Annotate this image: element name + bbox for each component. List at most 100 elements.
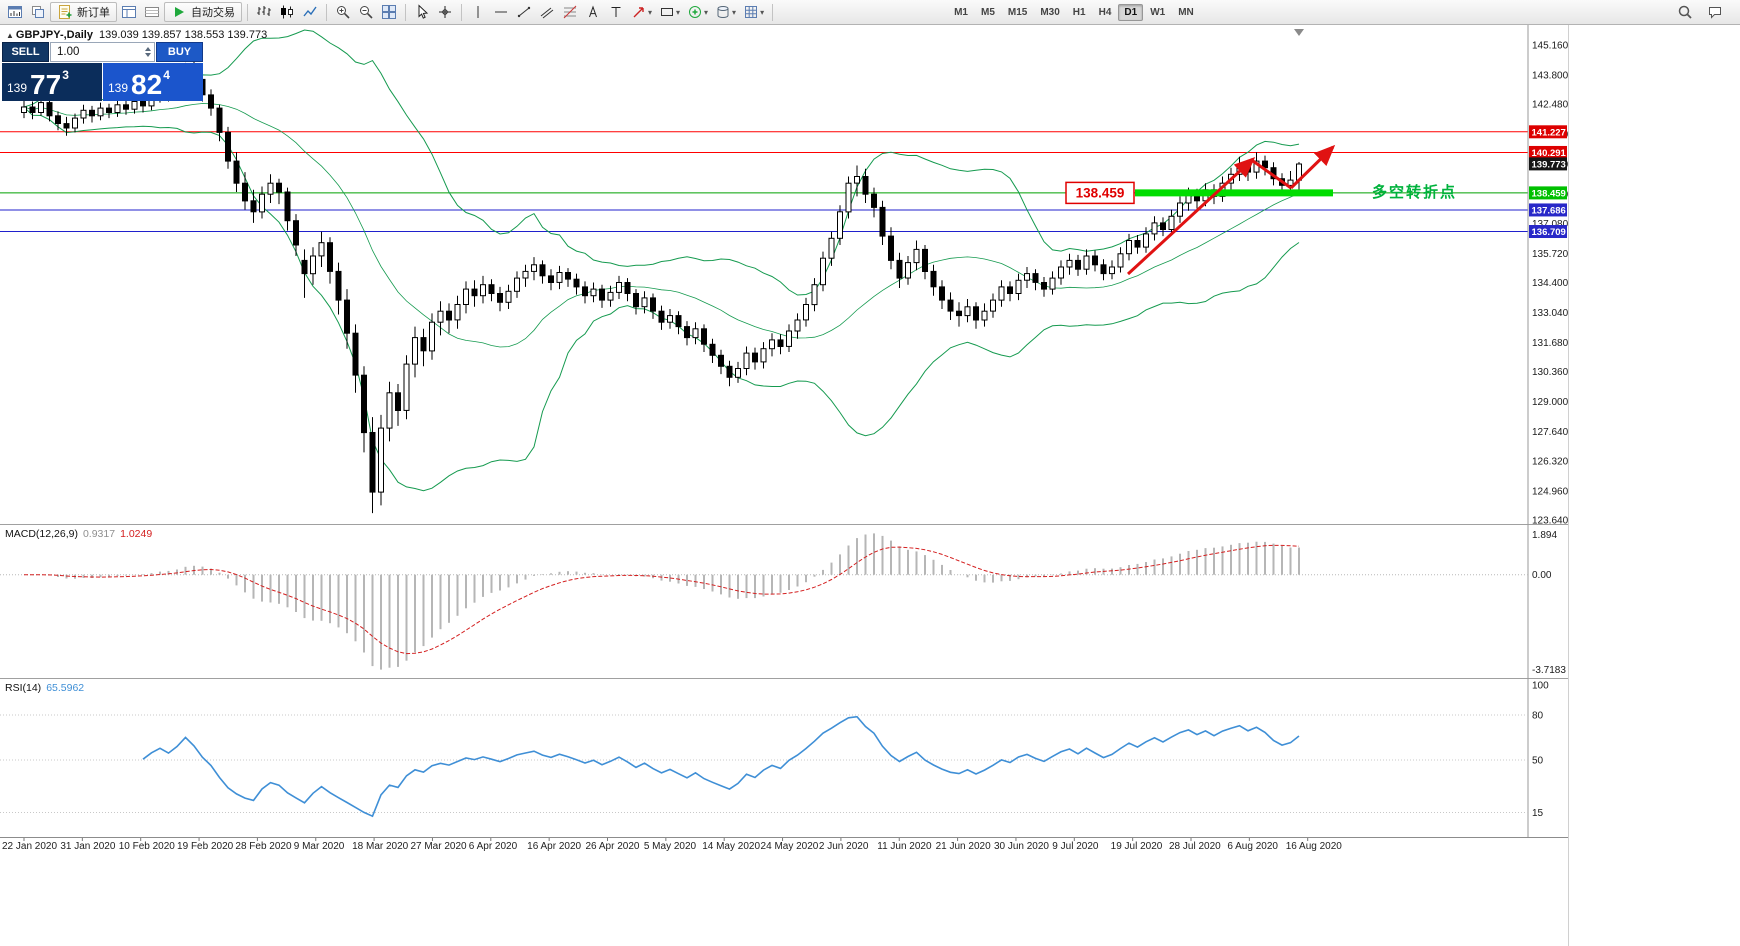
bull-candle [981,310,988,321]
trade-controls-row: SELL 1.00 BUY [2,42,203,62]
autotrading-play-icon [171,4,187,20]
volume-value: 1.00 [57,46,80,58]
market-watch-icon[interactable] [118,2,140,22]
timeframe-MN[interactable]: MN [1178,6,1194,18]
trend-arrow-segment[interactable] [1252,159,1292,190]
spinner-up-icon[interactable] [145,47,151,51]
bear-candle [46,102,53,117]
zoom-out-icon[interactable] [355,2,377,22]
bear-candle [233,160,240,184]
new-order-button[interactable]: 新订单 [50,2,117,22]
bear-candle [250,200,257,213]
price-scale-label: 123.640 [1532,515,1568,526]
chart-shift-marker[interactable] [1294,29,1304,36]
date-label: 19 Jul 2020 [1111,841,1163,852]
bull-candle [1049,277,1056,290]
timeframe-group: M1 M5 M15 M30 H1 H4 D1 W1 MN [948,3,1200,21]
macd-signal-line [23,544,1300,655]
new-chart-icon[interactable] [4,2,26,22]
fibonacci-tool-icon[interactable] [559,2,581,22]
trendline-tool-icon[interactable] [513,2,535,22]
sell-button[interactable]: SELL [2,42,49,62]
bull-candle [267,182,274,195]
bull-candle [641,297,648,308]
bull-candle [998,286,1005,301]
volume-input[interactable]: 1.00 [50,42,155,62]
bid-price-big: 77 [30,69,62,100]
bull-candle [743,352,750,370]
line-chart-icon[interactable] [299,2,321,22]
price-scale-label: 124.960 [1532,486,1568,497]
autotrading-button[interactable]: 自动交易 [164,2,242,22]
bull-candle [1287,179,1294,186]
vertical-line-tool-icon[interactable] [467,2,489,22]
trend-arrow-segment[interactable] [1126,156,1256,276]
volume-spinner[interactable] [145,47,151,57]
bull-candle [378,427,384,493]
timeframe-H1[interactable]: H1 [1072,6,1086,18]
ask-price-display[interactable]: 139 82 4 [103,63,203,101]
channel-tool-icon[interactable] [536,2,558,22]
bull-candle [913,248,920,264]
price-tag-text: 140.291 [1532,148,1567,159]
chart-canvas[interactable]: 138.459多空转折点145.160143.800142.480141.120… [0,25,1568,946]
shapes-tool-icon[interactable] [656,2,683,22]
bull-candle [845,182,852,213]
arrows-tool-icon[interactable] [628,2,655,22]
data-window-icon[interactable] [141,2,163,22]
date-label: 9 Mar 2020 [294,841,345,852]
bars-chart-icon[interactable] [253,2,275,22]
timeframe-M30[interactable]: M30 [1040,6,1060,18]
chat-icon[interactable] [1704,2,1726,22]
crosshair-icon[interactable] [434,2,456,22]
bear-candle [1092,255,1098,266]
bull-candle [259,193,265,213]
horizontal-line-tool-icon[interactable] [490,2,512,22]
text-tool-icon[interactable] [582,2,604,22]
bull-candle [837,211,843,239]
timeframe-W1[interactable]: W1 [1150,6,1166,18]
timeframe-M1[interactable]: M1 [954,6,968,18]
tile-windows-icon[interactable] [378,2,400,22]
price-scale-label: 134.400 [1532,278,1568,289]
timeframe-D1[interactable]: D1 [1118,3,1144,21]
chart-window-gbpjpy[interactable]: 138.459多空转折点145.160143.800142.480141.120… [0,25,1569,946]
bear-candle [55,115,61,125]
bull-candle [505,290,512,303]
one-click-trading-panel: SELL 1.00 BUY 139 77 3 139 82 [2,42,203,101]
bear-candle [63,123,70,129]
bear-candle [208,94,214,109]
buy-button[interactable]: BUY [156,42,203,62]
timeframe-M15[interactable]: M15 [1007,6,1028,18]
bear-candle [369,432,376,493]
price-tag-138.459 [1529,186,1567,200]
search-icon[interactable] [1674,2,1696,22]
cn-annotation-text[interactable]: 多空转折点 [1372,183,1457,201]
template-grid-icon[interactable] [740,2,767,22]
timeframe-H4[interactable]: H4 [1098,6,1112,18]
bear-candle [896,259,903,279]
bull-candle [607,291,614,301]
bear-candle [1032,273,1039,283]
cursor-icon[interactable] [411,2,433,22]
date-label: 6 Aug 2020 [1227,841,1278,852]
bollinger-upper-band [23,29,1300,296]
objects-cylinder-icon[interactable] [712,2,739,22]
trend-arrow-segment[interactable] [1289,144,1336,190]
zoom-in-icon[interactable] [332,2,354,22]
bear-candle [395,392,401,411]
bull-candle [828,237,835,259]
indicators-icon[interactable] [684,2,711,22]
bid-price-sup: 3 [62,68,69,82]
label-tool-icon[interactable] [605,2,627,22]
profiles-icon[interactable] [27,2,49,22]
support-price-box[interactable] [1065,181,1135,205]
date-label: 24 May 2020 [761,841,819,852]
macd-indicator-label: MACD(12,26,9) 0.9317 1.0249 [5,528,152,540]
date-label: 22 Jan 2020 [2,841,57,852]
bid-price-display[interactable]: 139 77 3 [2,63,102,101]
spinner-down-icon[interactable] [145,53,151,57]
bull-candle [760,348,767,363]
timeframe-M5[interactable]: M5 [980,6,995,18]
candles-chart-icon[interactable] [276,2,298,22]
